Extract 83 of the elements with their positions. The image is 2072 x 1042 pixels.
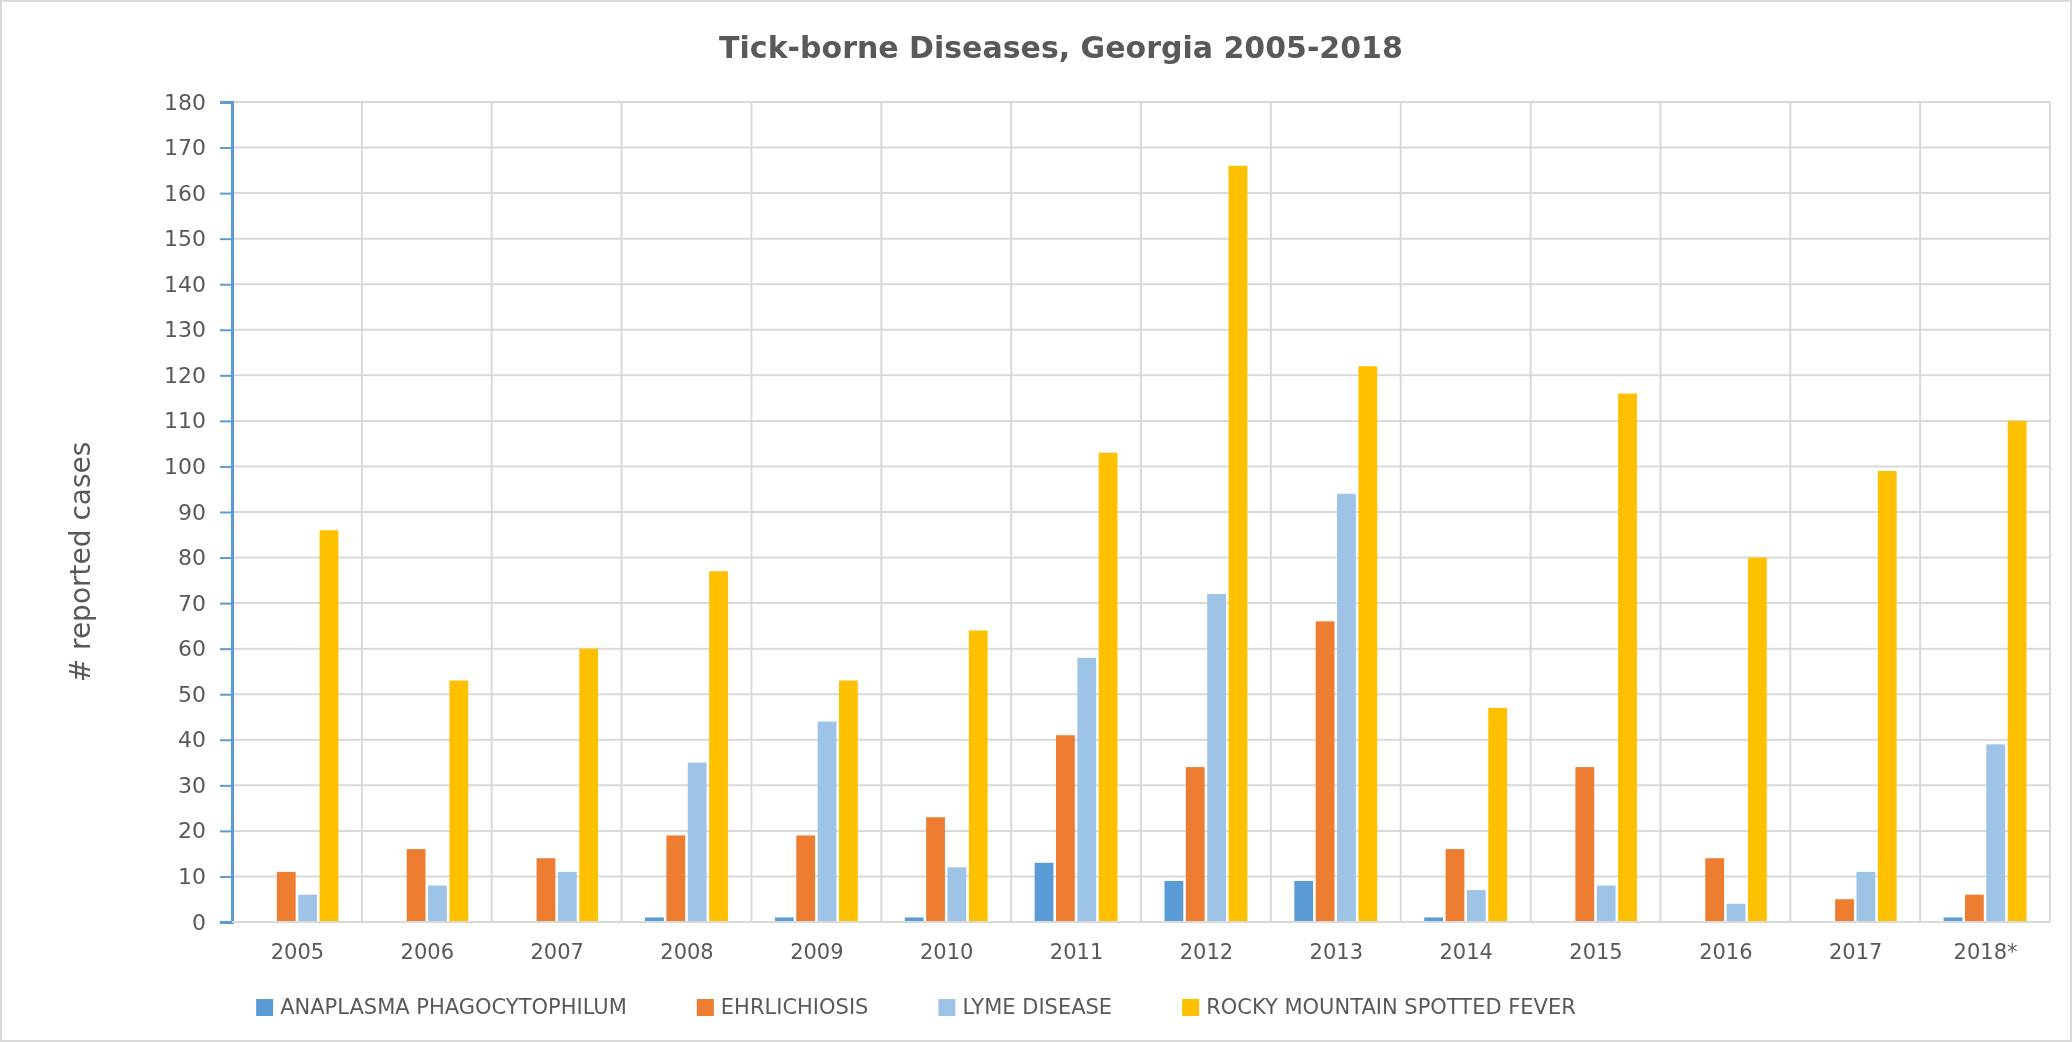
bar [1488,707,1508,922]
x-tick-label: 2016 [1699,939,1753,964]
legend-label: EHRLICHIOSIS [720,995,869,1019]
bar [968,630,988,922]
y-tick-label: 140 [164,271,206,297]
x-tick-label: 2015 [1569,939,1623,964]
bar [449,680,469,922]
y-tick-label: 160 [164,180,206,206]
y-tick-label: 60 [178,636,206,662]
bar [557,871,577,922]
bar [1207,594,1227,922]
bar [1228,165,1248,922]
bar [666,835,686,922]
bar [1077,657,1097,922]
legend-label: LYME DISEASE [962,995,1113,1019]
y-tick-label: 10 [178,863,206,889]
bar [817,721,837,922]
bar [1164,881,1184,922]
bar [1185,767,1205,922]
x-tick-label: 2009 [790,939,844,964]
bar [1358,366,1378,922]
bar [319,530,339,922]
y-tick-label: 20 [178,818,206,844]
bar [1986,744,2006,922]
y-tick-label: 170 [164,135,206,161]
bar [1034,862,1054,922]
x-tick-label: 2014 [1439,939,1493,964]
bar [709,571,728,922]
y-tick-label: 30 [178,772,206,798]
bar [536,858,556,922]
bar [428,885,447,922]
y-tick-label: 0 [192,909,206,935]
bar [1445,849,1465,922]
bar [406,849,426,922]
bar [1856,871,1876,922]
y-tick-label: 80 [178,545,206,571]
x-tick-label: 2012 [1179,939,1234,964]
bar [1748,557,1767,922]
legend-label: ANAPLASMA PHAGOCYTOPHILUM [280,995,627,1019]
y-tick-label: 130 [164,317,206,343]
x-tick-label: 2008 [660,939,714,964]
y-tick-label: 180 [164,89,206,115]
bar [1964,894,1984,922]
y-axis-title: # reported cases [64,441,97,683]
x-tick-label: 2011 [1049,939,1104,964]
bar [1835,899,1854,922]
bar [1055,735,1075,922]
bar [1466,890,1486,922]
x-tick-label: 2017 [1828,939,1883,964]
x-tick-label: 2013 [1309,939,1364,964]
bar [687,762,707,922]
chart-title: Tick-borne Diseases, Georgia 2005-2018 [719,30,1403,65]
bar [1596,885,1616,922]
bar [1337,493,1356,922]
x-tick-label: 2005 [270,939,325,964]
bar [1098,452,1118,922]
bar [839,680,858,922]
y-tick-label: 100 [164,453,206,479]
bar [276,871,296,922]
y-tick-label: 90 [178,499,206,525]
x-tick-label: 2010 [919,939,974,964]
x-tick-label: 2018* [1953,939,2018,964]
bar [298,894,318,922]
x-tick-label: 2007 [530,939,584,964]
y-tick-label: 150 [164,226,206,252]
bar [1315,621,1335,922]
y-tick-label: 50 [178,681,206,707]
bar [926,817,945,922]
x-tick-label: 2006 [400,939,455,964]
y-tick-label: 120 [164,362,206,388]
bar [1618,393,1637,922]
bar [1877,471,1897,922]
y-tick-label: 70 [178,590,206,616]
bar [2007,420,2027,922]
bar [796,835,816,922]
legend-label: ROCKY MOUNTAIN SPOTTED FEVER [1206,995,1576,1019]
bar [1575,767,1595,922]
bar [579,648,599,922]
bar [1294,881,1314,922]
y-tick-label: 40 [178,727,206,753]
bar [947,867,967,922]
bar [1705,858,1725,922]
y-tick-label: 110 [164,408,206,434]
